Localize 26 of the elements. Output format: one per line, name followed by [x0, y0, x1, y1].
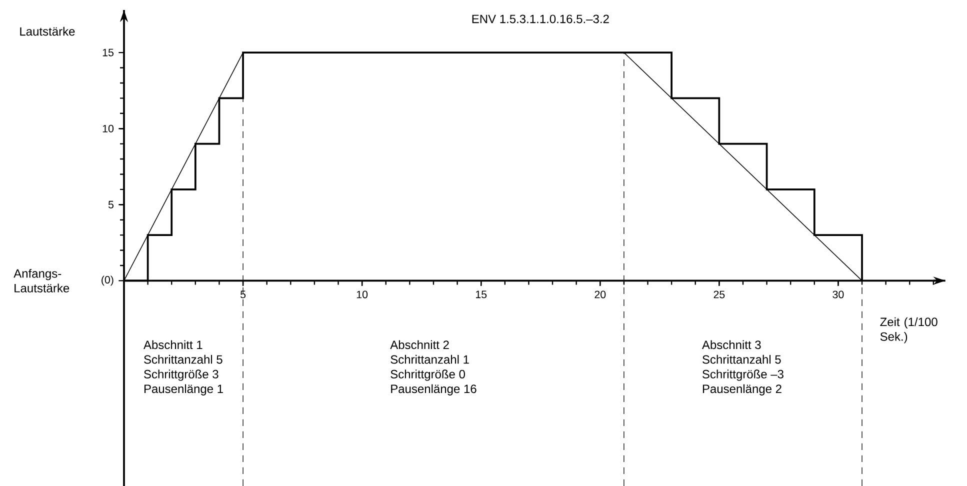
annotation: Schrittanzahl 5	[702, 354, 781, 364]
y-tick-label: 5	[108, 200, 114, 208]
annotation: Abschnitt 3	[702, 340, 761, 350]
annotation: Schrittgröße 3	[144, 370, 218, 381]
x-tick-label: 30	[832, 290, 844, 298]
chart-title: ENV 1.5.3.1.1.0.16.5.–3.2	[472, 14, 609, 24]
annotation: Abschnitt 2	[390, 340, 449, 350]
x-tick-label: 5	[240, 290, 246, 298]
y-tick-label: 10	[102, 124, 114, 132]
annotation: Schrittgröße –3	[702, 370, 784, 381]
annotation: Pausenlänge 1	[144, 384, 223, 396]
x-axis-title: Zeit (1/100 Sek.)	[880, 317, 938, 344]
x-tick-label: 15	[476, 290, 487, 298]
annotation: Abschnitt 1	[144, 340, 202, 350]
annotation: Schrittgröße 0	[390, 370, 466, 381]
annotation: Pausenlänge 16	[391, 384, 476, 396]
x-tick-label: 25	[714, 290, 725, 298]
x-tick-label: 20	[594, 290, 606, 298]
annotation: Pausenlänge 2	[702, 384, 782, 396]
y-tick-label: (0)	[102, 276, 114, 286]
annotation: Schrittanzahl 5	[144, 354, 222, 364]
x-tick-label: 10	[356, 290, 368, 298]
y-tick-label: 15	[102, 48, 114, 56]
annotation: Schrittanzahl 1	[390, 354, 469, 364]
text: Anfangs- Lautstärke	[14, 268, 70, 292]
y-axis-title: Lautstärke	[20, 26, 75, 36]
